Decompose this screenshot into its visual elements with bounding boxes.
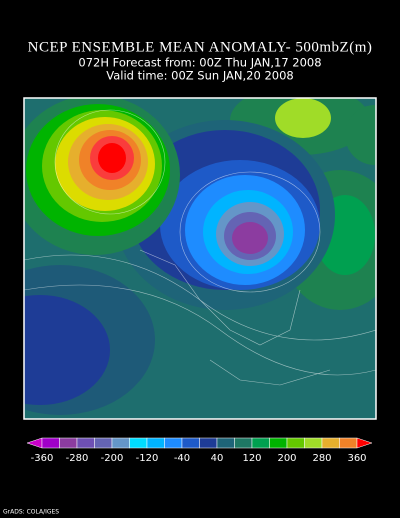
colorbar-segment [59, 437, 78, 449]
map-title: NCEP ENSEMBLE MEAN ANOMALY- 500mbZ(m) [28, 39, 373, 55]
colorbar-label: 120 [242, 453, 261, 464]
colorbar-segment [321, 437, 340, 449]
colorbar-segment [251, 437, 270, 449]
colorbar-segment [216, 437, 235, 449]
colorbar-segment [269, 437, 288, 449]
colorbar-segment [181, 437, 200, 449]
colorbar-segment [286, 437, 305, 449]
colorbar-segment [41, 437, 60, 449]
map-frame [23, 97, 377, 420]
colorbar-label: -120 [136, 453, 159, 464]
colorbar-arrow-high [356, 437, 373, 449]
colorbar-label: 280 [312, 453, 331, 464]
colorbar-segment [234, 437, 253, 449]
colorbar-label: -360 [31, 453, 54, 464]
colorbar-label: 360 [347, 453, 366, 464]
colorbar-segment [76, 437, 95, 449]
colorbar-segment [304, 437, 323, 449]
colorbar-segment [146, 437, 165, 449]
colorbar-segment [129, 437, 148, 449]
colorbar-segment [94, 437, 113, 449]
map-area [24, 98, 376, 419]
valid-time: Valid time: 00Z Sun JAN,20 2008 [106, 69, 293, 83]
colorbar-segment [111, 437, 130, 449]
colorbar-label: 40 [211, 453, 224, 464]
colorbar-label: -280 [66, 453, 89, 464]
colorbar-label: 200 [277, 453, 296, 464]
colorbar-label: -40 [174, 453, 190, 464]
colorbar: -360 -280 -200 -120 -40 40 120 200 280 360 [26, 437, 373, 464]
colorbar-segment [339, 437, 358, 449]
colorbar-segment [199, 437, 218, 449]
forecast-time: 072H Forecast from: 00Z Thu JAN,17 2008 [78, 56, 321, 70]
colorbar-segment [164, 437, 183, 449]
credit: GrADS: COLA/IGES [3, 509, 59, 516]
colorbar-label: -200 [101, 453, 124, 464]
